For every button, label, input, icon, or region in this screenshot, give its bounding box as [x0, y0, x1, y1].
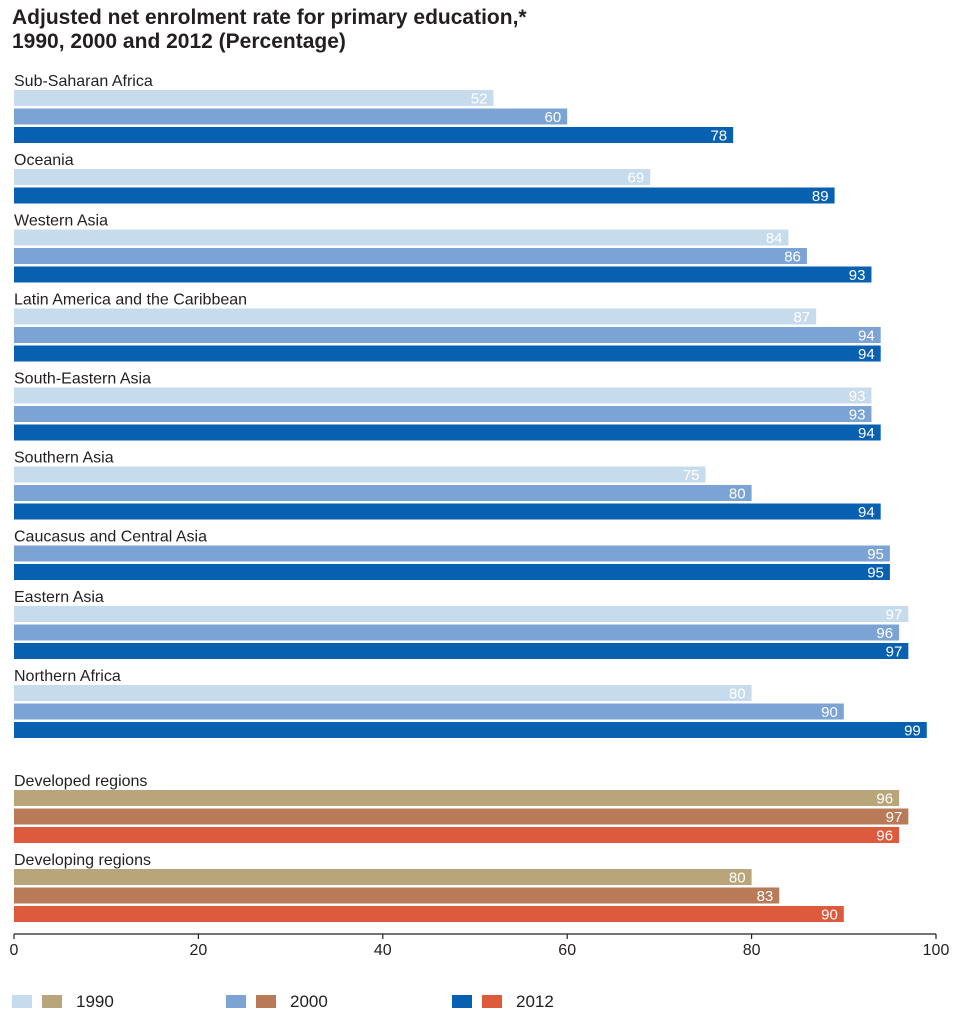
- bar-value-latin-america-and-the-caribbean-2012: 94: [858, 346, 875, 363]
- bar-northern-africa-1990: [14, 685, 752, 701]
- group-label-developed-regions: Developed regions: [14, 773, 147, 790]
- legend-swatch-2012-regional: [452, 995, 472, 1008]
- bar-value-latin-america-and-the-caribbean-1990: 87: [793, 309, 810, 326]
- chart-title-line1: Adjusted net enrolment rate for primary …: [12, 6, 527, 29]
- bar-chart: Sub-Saharan Africa 52 60 78 Oceania 69 89 Weste…: [10, 73, 950, 959]
- bar-sub-saharan-africa-1990: [14, 90, 494, 106]
- group-label-southern-asia: Southern Asia: [14, 450, 114, 467]
- bar-developing-regions-2000: [14, 887, 780, 904]
- chart-title-line2: 1990, 2000 and 2012 (Percentage): [12, 30, 346, 53]
- bar-value-sub-saharan-africa-2012: 78: [710, 128, 727, 145]
- bar-western-asia-2012: [14, 266, 872, 283]
- bar-eastern-asia-1990: [14, 606, 909, 622]
- bar-value-western-asia-2000: 86: [784, 249, 801, 266]
- bar-caucasus-and-central-asia-2012: [14, 564, 890, 580]
- bar-value-northern-africa-2000: 90: [821, 704, 838, 721]
- bar-value-eastern-asia-2000: 96: [876, 625, 893, 642]
- bar-developed-regions-2012: [14, 827, 900, 843]
- bar-value-developed-regions-1990: 96: [876, 791, 893, 808]
- bar-northern-africa-2012: [14, 722, 927, 738]
- bar-eastern-asia-2000: [14, 624, 900, 641]
- bar-value-developing-regions-2012: 90: [821, 907, 838, 924]
- bar-value-western-asia-2012: 93: [849, 267, 866, 284]
- bar-developed-regions-2000: [14, 808, 909, 825]
- bar-sub-saharan-africa-2012: [14, 127, 734, 143]
- bar-latin-america-and-the-caribbean-2000: [14, 327, 881, 343]
- bar-latin-america-and-the-caribbean-1990: [14, 308, 817, 325]
- bar-value-northern-africa-2012: 99: [904, 723, 921, 740]
- bar-western-asia-2000: [14, 248, 807, 264]
- bar-value-southern-asia-2000: 80: [729, 486, 746, 503]
- bar-value-latin-america-and-the-caribbean-2000: 94: [858, 328, 875, 345]
- bar-eastern-asia-2012: [14, 643, 909, 659]
- legend-swatch-2000-regional: [226, 995, 246, 1008]
- group-label-western-asia: Western Asia: [14, 213, 108, 230]
- legend-label-2000: 2000: [290, 992, 328, 1011]
- bar-value-south-eastern-asia-1990: 93: [849, 388, 866, 405]
- bar-oceania-1990: [14, 169, 651, 185]
- bar-value-eastern-asia-1990: 97: [886, 607, 903, 624]
- bar-developed-regions-1990: [14, 790, 900, 806]
- group-label-latin-america-and-the-caribbean: Latin America and the Caribbean: [14, 292, 247, 309]
- bar-southern-asia-2000: [14, 485, 752, 501]
- bar-value-caucasus-and-central-asia-2012: 95: [867, 565, 884, 582]
- x-tick-label-60: 60: [558, 942, 576, 959]
- bar-southern-asia-2012: [14, 503, 881, 520]
- bar-value-western-asia-1990: 84: [766, 230, 783, 247]
- bar-value-eastern-asia-2012: 97: [886, 644, 903, 661]
- x-tick-label-40: 40: [374, 942, 392, 959]
- bar-value-oceania-1990: 69: [627, 170, 644, 187]
- x-tick-label-20: 20: [190, 942, 208, 959]
- bar-sub-saharan-africa-2000: [14, 108, 568, 125]
- bar-caucasus-and-central-asia-2000: [14, 545, 890, 562]
- bar-south-eastern-asia-2000: [14, 406, 872, 422]
- bar-value-south-eastern-asia-2000: 93: [849, 407, 866, 424]
- bar-value-sub-saharan-africa-1990: 52: [471, 91, 488, 108]
- legend-label-1990: 1990: [76, 992, 114, 1011]
- bar-western-asia-1990: [14, 229, 789, 246]
- legend-swatch-2000-aggregate: [256, 995, 276, 1008]
- bar-value-developed-regions-2012: 96: [876, 828, 893, 845]
- bar-latin-america-and-the-caribbean-2012: [14, 345, 881, 362]
- bar-value-developed-regions-2000: 97: [886, 809, 903, 826]
- bar-value-caucasus-and-central-asia-2000: 95: [867, 546, 884, 563]
- bar-value-southern-asia-1990: 75: [683, 467, 700, 484]
- legend-swatch-1990-aggregate: [42, 995, 62, 1008]
- bar-value-developing-regions-2000: 83: [757, 888, 774, 905]
- bar-southern-asia-1990: [14, 466, 706, 483]
- bar-oceania-2012: [14, 187, 835, 204]
- chart-title: Adjusted net enrolment rate for primary …: [12, 6, 942, 54]
- bar-value-sub-saharan-africa-2000: 60: [545, 109, 562, 126]
- group-label-eastern-asia: Eastern Asia: [14, 589, 104, 606]
- bar-value-south-eastern-asia-2012: 94: [858, 425, 875, 442]
- legend-label-2012: 2012: [516, 992, 554, 1011]
- bar-northern-africa-2000: [14, 703, 844, 720]
- group-label-northern-africa: Northern Africa: [14, 668, 121, 685]
- x-tick-label-80: 80: [743, 942, 761, 959]
- bar-south-eastern-asia-2012: [14, 424, 881, 441]
- group-label-sub-saharan-africa: Sub-Saharan Africa: [14, 73, 153, 90]
- bar-developing-regions-2012: [14, 906, 844, 922]
- legend-swatch-1990-regional: [12, 995, 32, 1008]
- legend-swatch-2012-aggregate: [482, 995, 502, 1008]
- group-label-caucasus-and-central-asia: Caucasus and Central Asia: [14, 529, 207, 546]
- bar-value-southern-asia-2012: 94: [858, 504, 875, 521]
- bar-value-developing-regions-1990: 80: [729, 870, 746, 887]
- x-tick-label-100: 100: [923, 942, 950, 959]
- group-label-developing-regions: Developing regions: [14, 852, 151, 869]
- bar-developing-regions-1990: [14, 869, 752, 885]
- bar-value-northern-africa-1990: 80: [729, 686, 746, 703]
- group-label-oceania: Oceania: [14, 152, 74, 169]
- group-label-south-eastern-asia: South-Eastern Asia: [14, 371, 151, 388]
- bar-value-oceania-2012: 89: [812, 188, 829, 205]
- bar-south-eastern-asia-1990: [14, 387, 872, 404]
- x-tick-label-0: 0: [10, 942, 19, 959]
